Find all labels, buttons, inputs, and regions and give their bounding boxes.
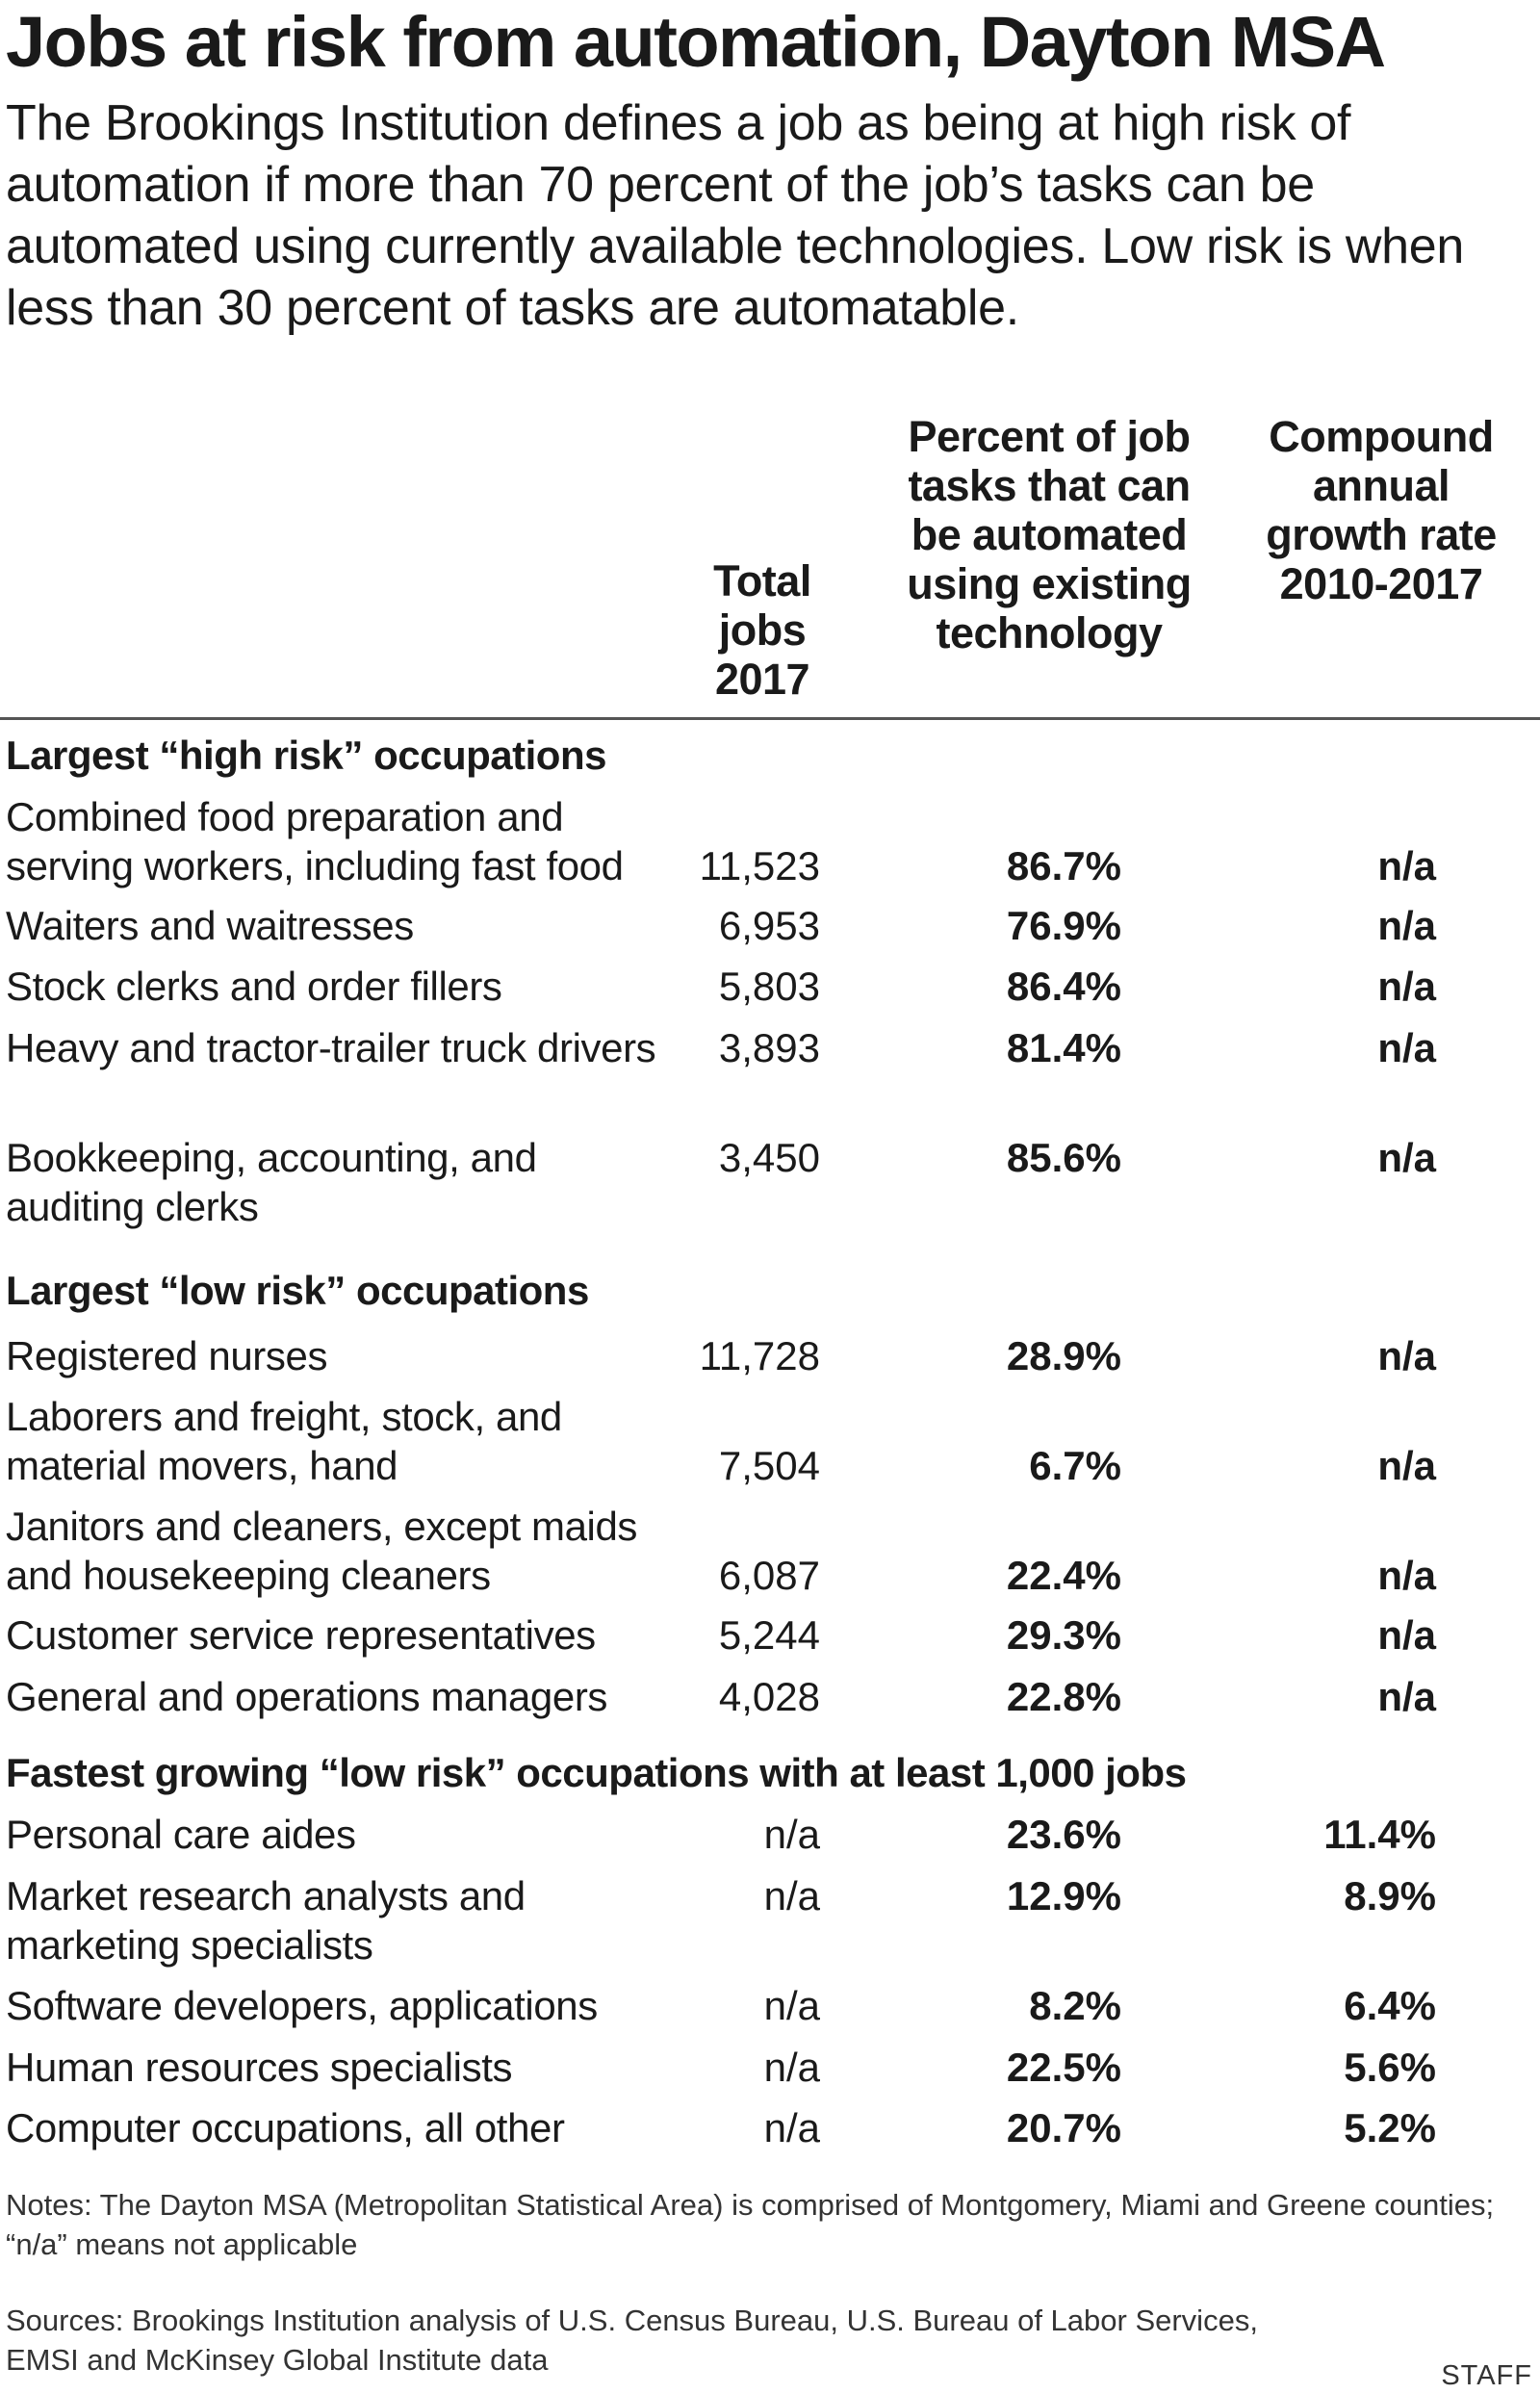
pct-automatable-value: 76.9% — [1006, 903, 1121, 948]
occupation-label: Customer service representatives — [6, 1612, 596, 1658]
total-jobs-value: n/a — [763, 1873, 820, 1918]
total-jobs-value: n/a — [763, 2105, 820, 2150]
column-header-total-jobs: Total jobs 2017 — [713, 556, 811, 704]
notes-text: Notes: The Dayton MSA (Metropolitan Stat… — [6, 2188, 1495, 2261]
section-heading: Fastest growing “low risk” occupations w… — [6, 1750, 1187, 1795]
pct-automatable-value: 86.7% — [1006, 843, 1121, 888]
cagr-value: n/a — [1377, 1553, 1436, 1598]
total-jobs-value: 6,087 — [718, 1553, 820, 1598]
occupation-label: Janitors and cleaners, except maids and … — [6, 1504, 638, 1598]
cagr-value: 6.4% — [1344, 1983, 1436, 2028]
staff-credit: STAFF — [1441, 2360, 1532, 2391]
occupation-label: Market research analysts and marketing s… — [6, 1873, 526, 1968]
total-jobs-value: 5,244 — [718, 1612, 820, 1658]
cagr-value: n/a — [1377, 843, 1436, 888]
cagr-value: 5.2% — [1344, 2105, 1436, 2150]
total-jobs-value: 7,504 — [718, 1443, 820, 1488]
occupation-label: Registered nurses — [6, 1333, 328, 1378]
cagr-value: n/a — [1377, 903, 1436, 948]
cagr-value: n/a — [1377, 1135, 1436, 1180]
cagr-value: n/a — [1377, 964, 1436, 1009]
total-jobs-value: 11,523 — [699, 843, 820, 888]
occupation-label: Laborers and freight, stock, and materia… — [6, 1394, 562, 1488]
section-heading: Largest “high risk” occupations — [6, 733, 606, 778]
cagr-value: n/a — [1377, 1674, 1436, 1719]
cagr-value: n/a — [1377, 1443, 1436, 1488]
occupation-label: Waiters and waitresses — [6, 903, 414, 948]
pct-automatable-value: 20.7% — [1006, 2105, 1121, 2150]
cagr-value: 8.9% — [1344, 1873, 1436, 1918]
pct-automatable-value: 86.4% — [1006, 964, 1121, 1009]
occupation-label: Software developers, applications — [6, 1983, 598, 2028]
total-jobs-value: 4,028 — [718, 1674, 820, 1719]
pct-automatable-value: 29.3% — [1006, 1612, 1121, 1658]
total-jobs-value: 3,893 — [718, 1025, 820, 1070]
occupation-label: Bookkeeping, accounting, and auditing cl… — [6, 1135, 537, 1229]
pct-automatable-value: 22.4% — [1006, 1553, 1121, 1598]
sources-text: Sources: Brookings Institution analysis … — [6, 2304, 1258, 2377]
pct-automatable-value: 23.6% — [1006, 1812, 1121, 1857]
total-jobs-value: n/a — [763, 1812, 820, 1857]
cagr-value: n/a — [1377, 1333, 1436, 1378]
cagr-value: n/a — [1377, 1612, 1436, 1658]
occupation-label: Computer occupations, all other — [6, 2105, 565, 2150]
pct-automatable-value: 28.9% — [1006, 1333, 1121, 1378]
total-jobs-value: 6,953 — [718, 903, 820, 948]
pct-automatable-value: 81.4% — [1006, 1025, 1121, 1070]
pct-automatable-value: 85.6% — [1006, 1135, 1121, 1180]
cagr-value: n/a — [1377, 1025, 1436, 1070]
pct-automatable-value: 8.2% — [1029, 1983, 1121, 2028]
pct-automatable-value: 6.7% — [1029, 1443, 1121, 1488]
occupation-label: Human resources specialists — [6, 2045, 513, 2090]
pct-automatable-value: 22.8% — [1006, 1674, 1121, 1719]
occupation-label: General and operations managers — [6, 1674, 608, 1719]
pct-automatable-value: 12.9% — [1006, 1873, 1121, 1918]
occupation-label: Heavy and tractor-trailer truck drivers — [6, 1025, 656, 1070]
total-jobs-value: n/a — [763, 1983, 820, 2028]
cagr-value: 11.4% — [1323, 1812, 1436, 1857]
column-header-cagr: Compound annual growth rate 2010-2017 — [1266, 412, 1497, 608]
header-rule — [0, 717, 1540, 720]
occupation-label: Combined food preparation and serving wo… — [6, 794, 624, 888]
total-jobs-value: n/a — [763, 2045, 820, 2090]
section-heading: Largest “low risk” occupations — [6, 1268, 589, 1313]
total-jobs-value: 3,450 — [718, 1135, 820, 1180]
pct-automatable-value: 22.5% — [1006, 2045, 1121, 2090]
occupation-label: Personal care aides — [6, 1812, 356, 1857]
total-jobs-value: 5,803 — [718, 964, 820, 1009]
occupation-label: Stock clerks and order fillers — [6, 964, 502, 1009]
cagr-value: 5.6% — [1344, 2045, 1436, 2090]
chart-subtitle: The Brookings Institution defines a job … — [6, 95, 1465, 336]
column-header-pct-automatable: Percent of job tasks that can be automat… — [907, 412, 1192, 657]
chart-title: Jobs at risk from automation, Dayton MSA — [6, 2, 1386, 82]
total-jobs-value: 11,728 — [699, 1333, 820, 1378]
